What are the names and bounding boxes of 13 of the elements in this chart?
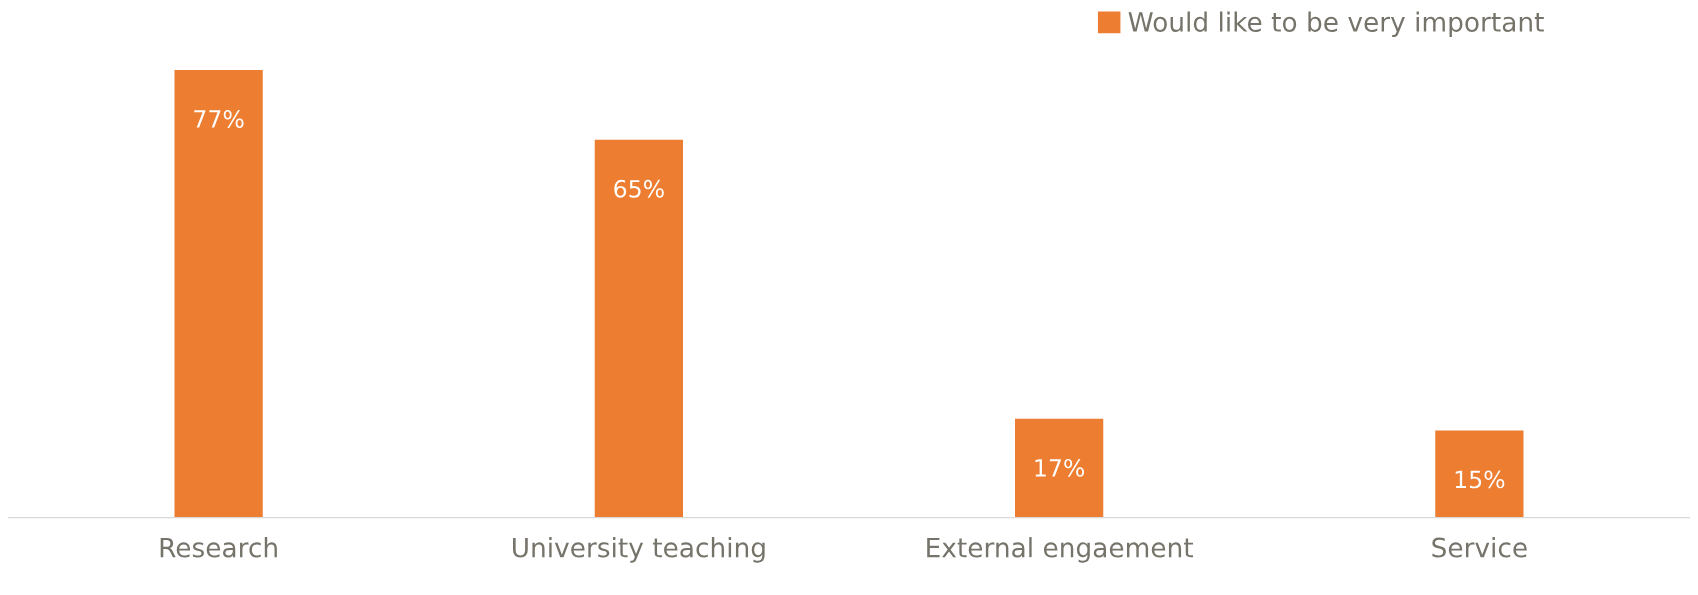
x-tick-label: University teaching <box>513 537 765 563</box>
x-tick-label: Service <box>1432 537 1527 558</box>
data-label: 15% <box>1455 470 1505 489</box>
bar <box>1435 430 1524 518</box>
bar <box>174 69 263 518</box>
data-label: 65% <box>614 179 664 198</box>
x-tick-label: External engaement <box>927 537 1193 563</box>
legend-label: Would like to be very important <box>1128 11 1544 38</box>
data-label: 77% <box>194 110 244 128</box>
data-label: 17% <box>1035 458 1085 477</box>
x-tick-label: Research <box>160 537 277 558</box>
bar <box>1015 418 1104 518</box>
bar <box>594 139 683 518</box>
